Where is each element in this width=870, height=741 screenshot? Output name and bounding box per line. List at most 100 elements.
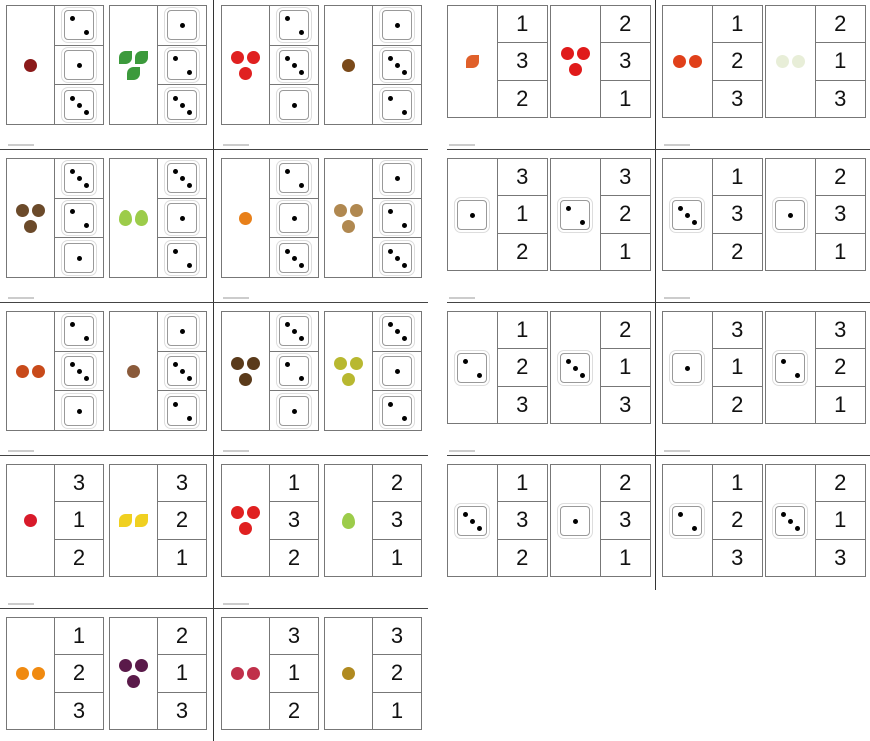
answer-option[interactable]: 2 bbox=[158, 502, 206, 540]
answer-option[interactable]: 1 bbox=[816, 387, 866, 423]
answer-option[interactable]: 3 bbox=[600, 502, 650, 540]
answer-option[interactable]: 1 bbox=[712, 6, 762, 44]
answer-option[interactable] bbox=[270, 312, 318, 352]
answer-option[interactable]: 3 bbox=[158, 465, 206, 503]
answer-option[interactable]: 3 bbox=[816, 81, 866, 117]
answer-option[interactable]: 1 bbox=[158, 540, 206, 576]
answer-option[interactable]: 3 bbox=[497, 159, 547, 197]
answer-option[interactable] bbox=[373, 199, 421, 239]
answer-option[interactable]: 3 bbox=[600, 43, 650, 81]
answer-option[interactable]: 2 bbox=[55, 540, 103, 576]
answer-option[interactable]: 2 bbox=[815, 349, 865, 387]
answer-option[interactable]: 1 bbox=[601, 81, 651, 117]
answer-option[interactable] bbox=[373, 6, 421, 46]
answer-option[interactable]: 2 bbox=[373, 655, 421, 693]
answer-option[interactable]: 3 bbox=[713, 540, 763, 576]
answer-option[interactable]: 1 bbox=[55, 502, 103, 540]
answer-option[interactable] bbox=[158, 391, 206, 430]
answer-option[interactable] bbox=[55, 312, 103, 352]
answer-option[interactable]: 2 bbox=[270, 540, 318, 576]
answer-option[interactable]: 2 bbox=[713, 387, 763, 423]
answer-option[interactable] bbox=[158, 199, 206, 239]
answer-option[interactable]: 1 bbox=[712, 465, 762, 503]
answer-option[interactable]: 1 bbox=[373, 540, 421, 576]
answer-option[interactable]: 2 bbox=[498, 234, 548, 270]
answer-option[interactable] bbox=[373, 238, 421, 277]
answer-option[interactable]: 2 bbox=[713, 234, 763, 270]
answer-option[interactable]: 1 bbox=[815, 43, 865, 81]
answer-option[interactable]: 1 bbox=[497, 196, 547, 234]
answer-option[interactable]: 1 bbox=[158, 655, 206, 693]
answer-option[interactable] bbox=[373, 312, 421, 352]
answer-option[interactable]: 3 bbox=[712, 196, 762, 234]
answer-option[interactable]: 2 bbox=[373, 465, 421, 503]
answer-option[interactable] bbox=[270, 352, 318, 392]
answer-option[interactable]: 3 bbox=[55, 465, 103, 503]
answer-option[interactable]: 2 bbox=[815, 465, 865, 503]
answer-option[interactable]: 3 bbox=[713, 81, 763, 117]
answer-option[interactable] bbox=[270, 391, 318, 430]
answer-option[interactable]: 3 bbox=[815, 196, 865, 234]
answer-option[interactable] bbox=[373, 46, 421, 86]
answer-option[interactable] bbox=[55, 352, 103, 392]
answer-option[interactable]: 3 bbox=[55, 693, 103, 729]
answer-option[interactable]: 1 bbox=[601, 234, 651, 270]
answer-option[interactable]: 1 bbox=[373, 693, 421, 729]
answer-option[interactable]: 1 bbox=[497, 312, 547, 350]
answer-option[interactable]: 3 bbox=[158, 693, 206, 729]
answer-option[interactable] bbox=[55, 159, 103, 199]
answer-option[interactable] bbox=[55, 6, 103, 46]
answer-option[interactable]: 2 bbox=[815, 159, 865, 197]
answer-option[interactable]: 3 bbox=[373, 618, 421, 656]
answer-option[interactable] bbox=[55, 199, 103, 239]
answer-option[interactable] bbox=[270, 199, 318, 239]
answer-option[interactable]: 2 bbox=[712, 502, 762, 540]
answer-option[interactable]: 2 bbox=[498, 540, 548, 576]
answer-option[interactable]: 2 bbox=[158, 618, 206, 656]
answer-option[interactable]: 3 bbox=[373, 502, 421, 540]
answer-option[interactable] bbox=[270, 238, 318, 277]
answer-option[interactable] bbox=[55, 391, 103, 430]
answer-option[interactable]: 1 bbox=[600, 349, 650, 387]
answer-option[interactable]: 3 bbox=[270, 502, 318, 540]
answer-option[interactable]: 2 bbox=[600, 196, 650, 234]
answer-option[interactable]: 2 bbox=[815, 6, 865, 44]
answer-option[interactable]: 3 bbox=[712, 312, 762, 350]
answer-option[interactable]: 3 bbox=[270, 618, 318, 656]
answer-option[interactable]: 2 bbox=[712, 43, 762, 81]
answer-option[interactable]: 3 bbox=[601, 387, 651, 423]
answer-option[interactable]: 2 bbox=[600, 465, 650, 503]
answer-option[interactable]: 2 bbox=[270, 693, 318, 729]
answer-option[interactable] bbox=[158, 85, 206, 124]
answer-option[interactable]: 3 bbox=[815, 312, 865, 350]
answer-option[interactable]: 1 bbox=[815, 502, 865, 540]
answer-option[interactable]: 3 bbox=[600, 159, 650, 197]
answer-option[interactable]: 3 bbox=[497, 502, 547, 540]
answer-option[interactable] bbox=[373, 85, 421, 124]
answer-option[interactable] bbox=[373, 159, 421, 199]
answer-option[interactable] bbox=[158, 352, 206, 392]
answer-option[interactable]: 1 bbox=[816, 234, 866, 270]
answer-option[interactable] bbox=[158, 6, 206, 46]
answer-option[interactable] bbox=[158, 238, 206, 277]
answer-option[interactable]: 1 bbox=[497, 465, 547, 503]
answer-option[interactable] bbox=[270, 85, 318, 124]
answer-option[interactable] bbox=[270, 6, 318, 46]
answer-option[interactable]: 3 bbox=[816, 540, 866, 576]
answer-option[interactable]: 2 bbox=[600, 312, 650, 350]
answer-option[interactable] bbox=[158, 159, 206, 199]
answer-option[interactable]: 2 bbox=[497, 349, 547, 387]
answer-option[interactable]: 1 bbox=[55, 618, 103, 656]
answer-option[interactable] bbox=[158, 312, 206, 352]
answer-option[interactable] bbox=[373, 391, 421, 430]
answer-option[interactable]: 2 bbox=[498, 81, 548, 117]
answer-option[interactable]: 1 bbox=[712, 349, 762, 387]
answer-option[interactable]: 1 bbox=[270, 465, 318, 503]
answer-option[interactable]: 2 bbox=[55, 655, 103, 693]
answer-option[interactable] bbox=[270, 159, 318, 199]
answer-option[interactable] bbox=[158, 46, 206, 86]
answer-option[interactable]: 1 bbox=[497, 6, 547, 44]
answer-option[interactable]: 3 bbox=[497, 43, 547, 81]
answer-option[interactable]: 1 bbox=[712, 159, 762, 197]
answer-option[interactable]: 2 bbox=[600, 6, 650, 44]
